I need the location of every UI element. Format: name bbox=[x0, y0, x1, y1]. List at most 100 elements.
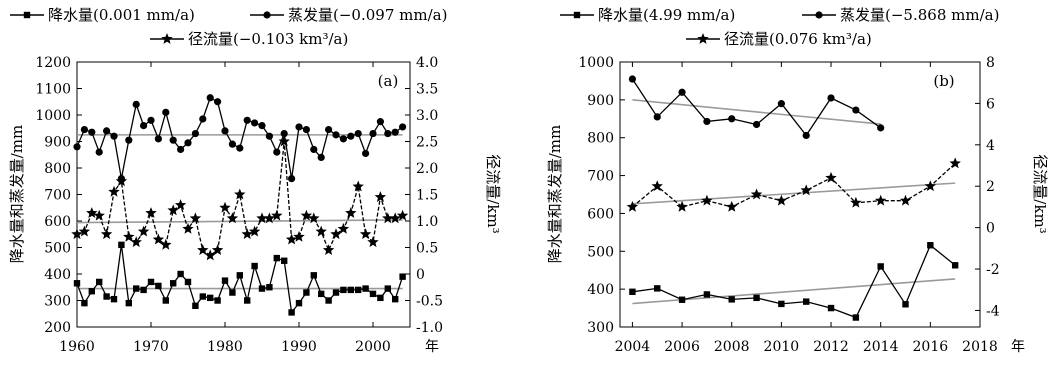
data-point bbox=[115, 175, 128, 187]
data-point bbox=[251, 119, 259, 127]
data-point bbox=[221, 277, 229, 284]
x-tick-label: 2000 bbox=[355, 339, 391, 355]
legend-label: 降水量(4.99 mm/a) bbox=[598, 6, 735, 24]
data-point bbox=[278, 135, 290, 147]
data-point bbox=[726, 200, 738, 212]
data-point bbox=[676, 200, 688, 212]
y-right-tick-label: -4 bbox=[986, 303, 1000, 319]
legend-label: 蒸发量(−0.097 mm/a) bbox=[288, 6, 447, 24]
data-point bbox=[229, 289, 236, 296]
data-point bbox=[377, 294, 384, 302]
y-left-tick-label: 800 bbox=[587, 131, 614, 147]
y-axis-label-right: 径流量/km³ bbox=[1031, 154, 1048, 233]
data-point bbox=[211, 244, 224, 255]
y-right-tick-label: -1.0 bbox=[416, 320, 443, 336]
y-left-tick-label: 1100 bbox=[35, 82, 71, 98]
series-precipitation bbox=[73, 241, 406, 316]
data-point bbox=[271, 209, 283, 221]
y-axis-label-right: 径流量/km³ bbox=[484, 154, 502, 233]
data-point bbox=[81, 299, 88, 307]
legend-marker bbox=[161, 33, 173, 44]
y-right-tick-label: 1.0 bbox=[416, 214, 438, 230]
data-point bbox=[800, 184, 812, 196]
x-axis-unit: 年 bbox=[1011, 339, 1025, 355]
legend-marker bbox=[573, 11, 581, 19]
data-point bbox=[355, 286, 362, 294]
data-point bbox=[103, 127, 111, 135]
data-point bbox=[280, 129, 288, 138]
data-point bbox=[174, 199, 187, 210]
data-point bbox=[256, 212, 268, 224]
trend-line bbox=[632, 182, 956, 205]
data-point bbox=[191, 129, 199, 138]
data-point bbox=[125, 136, 133, 144]
data-point bbox=[347, 132, 355, 140]
chart-panel-b: 降水量(4.99 mm/a) 蒸发量(−5.868 mm/a) 径流量(0.076 … bbox=[546, 6, 1048, 355]
data-point bbox=[88, 288, 95, 295]
data-point bbox=[352, 180, 364, 192]
data-point bbox=[384, 129, 392, 138]
data-point bbox=[750, 188, 763, 200]
data-point bbox=[347, 286, 354, 294]
y-right-tick-label: 0 bbox=[416, 267, 425, 283]
data-point bbox=[236, 144, 244, 152]
y-right-tick-label: -2 bbox=[986, 262, 1000, 278]
y-left-tick-label: 700 bbox=[44, 188, 71, 204]
y-right-tick-label: 2.0 bbox=[416, 161, 438, 177]
data-point bbox=[825, 171, 837, 183]
data-point bbox=[325, 297, 332, 304]
y-right-tick-label: 2.5 bbox=[416, 135, 438, 151]
data-point bbox=[369, 129, 377, 138]
data-point bbox=[140, 122, 148, 130]
data-point bbox=[701, 194, 713, 206]
y-left-tick-label: 700 bbox=[587, 169, 614, 185]
x-tick-label: 1990 bbox=[281, 339, 317, 355]
data-point bbox=[728, 296, 735, 303]
data-point bbox=[182, 222, 194, 234]
data-point bbox=[189, 212, 202, 224]
data-point bbox=[125, 299, 132, 307]
data-point bbox=[108, 185, 120, 197]
x-tick-label: 1980 bbox=[207, 339, 243, 355]
x-tick-label: 2004 bbox=[615, 339, 651, 355]
data-point bbox=[160, 238, 172, 250]
data-point bbox=[155, 282, 162, 290]
data-point bbox=[169, 136, 177, 144]
data-point bbox=[110, 132, 118, 140]
data-point bbox=[219, 201, 231, 213]
data-point bbox=[330, 228, 342, 240]
data-point bbox=[332, 289, 340, 296]
data-point bbox=[852, 106, 860, 114]
data-point bbox=[162, 108, 170, 116]
data-point bbox=[877, 124, 885, 132]
x-tick-label: 2012 bbox=[813, 339, 849, 355]
x-tick-label: 2018 bbox=[962, 339, 998, 355]
y-right-tick-label: 0.5 bbox=[416, 241, 438, 257]
data-point bbox=[199, 115, 207, 123]
legend-label: 径流量(−0.103 km³/a) bbox=[188, 30, 348, 48]
data-point bbox=[177, 145, 185, 154]
y-left-tick-label: 1000 bbox=[35, 108, 71, 124]
data-point bbox=[154, 135, 162, 143]
data-point bbox=[110, 295, 118, 303]
data-point bbox=[399, 123, 407, 131]
data-point bbox=[288, 175, 296, 183]
legend-item: 降水量(0.001 mm/a) bbox=[10, 6, 195, 24]
y-right-tick-label: 3.0 bbox=[416, 108, 438, 124]
y-left-tick-label: 800 bbox=[44, 161, 71, 177]
y-left-tick-label: 1200 bbox=[35, 55, 71, 71]
data-point bbox=[369, 290, 377, 298]
legend-item: 径流量(0.076 km³/a) bbox=[686, 30, 872, 48]
data-point bbox=[251, 262, 258, 270]
data-point bbox=[228, 140, 236, 148]
legend-label: 降水量(0.001 mm/a) bbox=[48, 6, 195, 24]
legend-item: 降水量(4.99 mm/a) bbox=[560, 6, 735, 24]
data-point bbox=[310, 145, 318, 154]
data-point bbox=[678, 296, 686, 303]
data-point bbox=[877, 263, 884, 270]
data-point bbox=[258, 122, 266, 130]
data-point bbox=[147, 116, 155, 124]
y-right-tick-label: -0.5 bbox=[416, 294, 443, 310]
data-point bbox=[140, 286, 147, 294]
legend-marker bbox=[23, 11, 31, 19]
